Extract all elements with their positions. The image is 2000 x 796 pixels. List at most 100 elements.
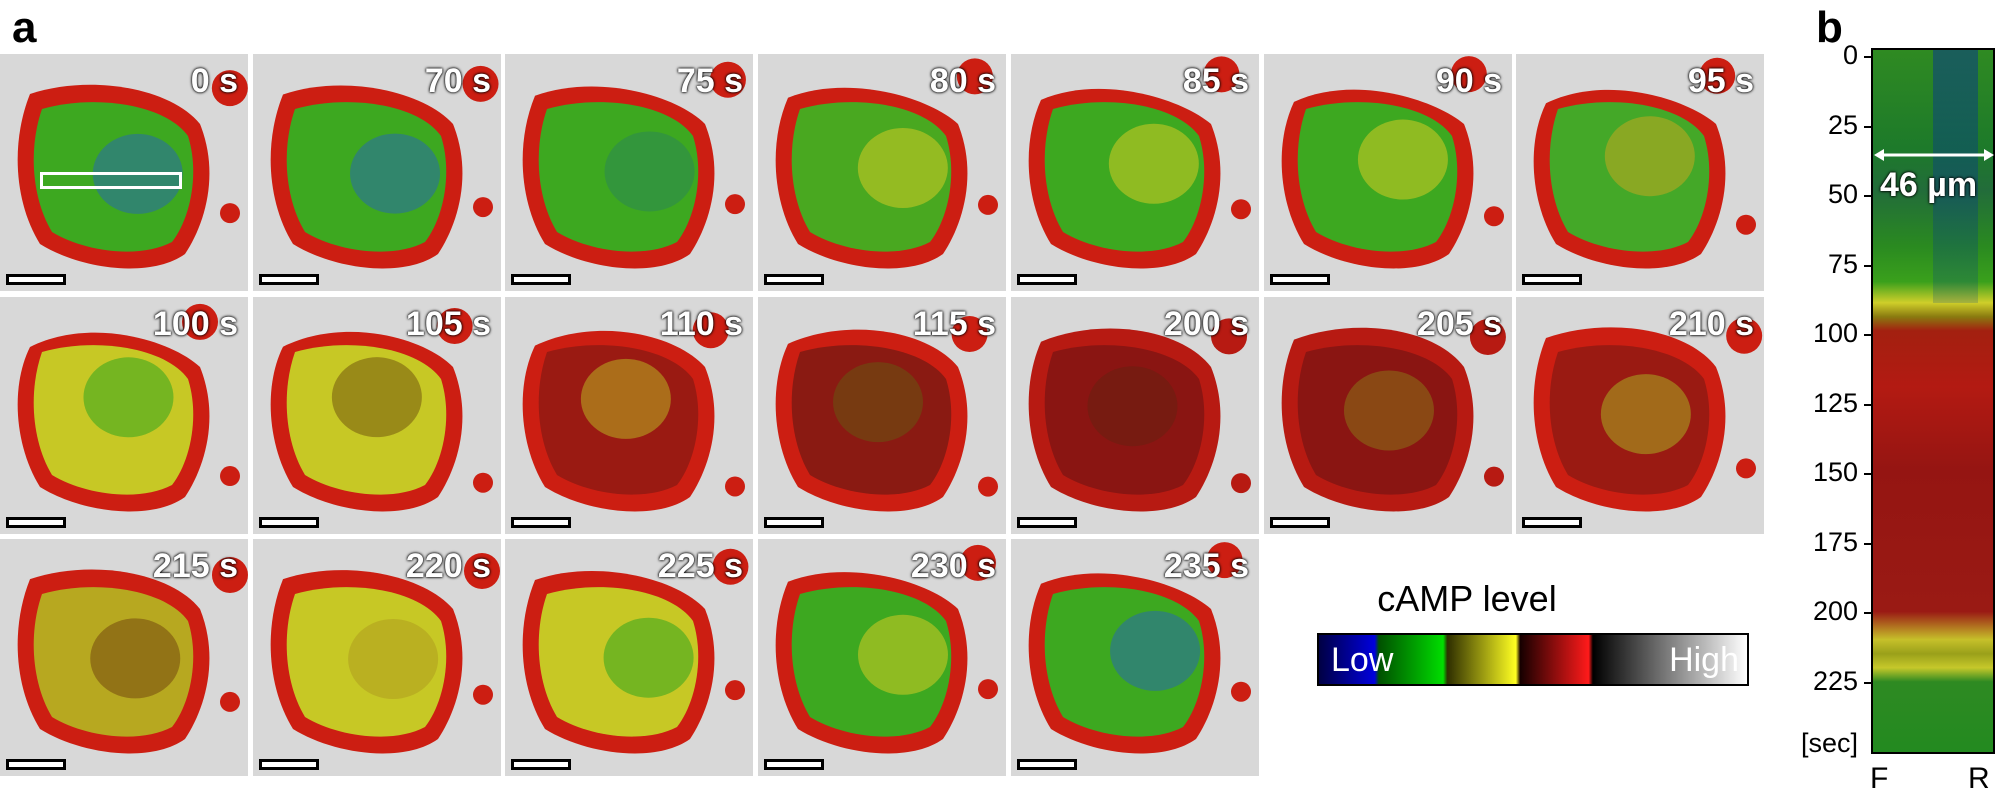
kymograph-roi-box bbox=[40, 172, 182, 189]
cell-image bbox=[0, 539, 248, 776]
scale-bar bbox=[1522, 274, 1582, 285]
camp-colorbar: Low High bbox=[1317, 633, 1749, 686]
time-frame: 95 s bbox=[1516, 54, 1764, 291]
kymograph-y-tick-label: 200 bbox=[1812, 596, 1858, 626]
cell-image bbox=[758, 539, 1006, 776]
cell-image bbox=[0, 54, 248, 291]
kymograph-y-tick-mark bbox=[1864, 125, 1872, 128]
frame-timestamp: 200 s bbox=[1163, 305, 1249, 343]
kymograph-y-tick-label: 225 bbox=[1812, 665, 1858, 696]
time-frame: 80 s bbox=[758, 54, 1006, 291]
time-frame: 210 s bbox=[1516, 297, 1764, 534]
kymograph-y-tick-mark bbox=[1864, 195, 1872, 197]
kymograph-y-tick-mark bbox=[1864, 681, 1872, 684]
frame-timestamp: 115 s bbox=[912, 305, 996, 343]
time-frame: 215 s bbox=[0, 539, 248, 776]
kymograph-y-tick-mark bbox=[1864, 542, 1872, 545]
kymograph-y-tick-label: 125 bbox=[1812, 387, 1858, 418]
scale-bar bbox=[6, 759, 66, 770]
time-frame: 220 s bbox=[253, 539, 501, 776]
frame-timestamp: 0 s bbox=[190, 62, 238, 100]
scale-bar bbox=[511, 517, 571, 528]
kymograph-y-unit: [sec] bbox=[1800, 728, 1858, 758]
width-arrow bbox=[1874, 149, 1994, 161]
kymograph-y-tick-label: 100 bbox=[1812, 318, 1858, 348]
colorbar-low-label: Low bbox=[1331, 641, 1394, 679]
scale-bar bbox=[1017, 759, 1077, 770]
kymograph-y-tick-mark bbox=[1864, 56, 1872, 58]
time-frame: 110 s bbox=[505, 297, 753, 534]
time-frame: 205 s bbox=[1264, 297, 1512, 534]
kymograph-y-tick-label: 0 bbox=[1842, 40, 1858, 70]
cell-image bbox=[253, 297, 501, 534]
frame-timestamp: 110 s bbox=[659, 305, 743, 343]
cell-image bbox=[0, 297, 248, 534]
time-frame: 105 s bbox=[253, 297, 501, 534]
kymograph-y-tick-label: 75 bbox=[1827, 248, 1858, 279]
time-frame: 115 s bbox=[758, 297, 1006, 534]
frame-timestamp: 230 s bbox=[910, 547, 996, 585]
scale-bar bbox=[1270, 517, 1330, 528]
colorbar-title: cAMP level bbox=[1377, 578, 1557, 619]
kymograph-width-label: 46 µm bbox=[1880, 166, 1978, 204]
cell-image bbox=[253, 539, 501, 776]
kymograph-y-tick-mark bbox=[1864, 473, 1872, 475]
cell-image bbox=[758, 54, 1006, 291]
time-frame: 0 s bbox=[0, 54, 248, 291]
frame-timestamp: 220 s bbox=[405, 547, 491, 585]
kymograph-y-tick-mark bbox=[1864, 334, 1872, 336]
frame-timestamp: 235 s bbox=[1163, 547, 1249, 585]
frame-timestamp: 205 s bbox=[1416, 305, 1502, 343]
kymograph bbox=[1871, 48, 1995, 754]
time-frame: 70 s bbox=[253, 54, 501, 291]
kymograph-y-tick-mark bbox=[1864, 264, 1872, 267]
frame-timestamp: 90 s bbox=[1435, 62, 1502, 100]
time-frame: 235 s bbox=[1011, 539, 1259, 776]
panel-b-label: b bbox=[1816, 3, 1843, 52]
scale-bar bbox=[1017, 274, 1077, 285]
time-frame: 200 s bbox=[1011, 297, 1259, 534]
frame-timestamp: 95 s bbox=[1687, 62, 1754, 100]
cell-image bbox=[505, 539, 753, 776]
cell-image bbox=[1011, 539, 1259, 776]
time-frame: 75 s bbox=[505, 54, 753, 291]
frame-timestamp: 70 s bbox=[424, 62, 491, 100]
frame-timestamp: 210 s bbox=[1668, 305, 1754, 343]
kymograph-y-tick-mark bbox=[1864, 403, 1872, 406]
frame-timestamp: 105 s bbox=[405, 305, 491, 343]
scale-bar bbox=[1522, 517, 1582, 528]
scale-bar bbox=[764, 274, 824, 285]
scale-bar bbox=[259, 274, 319, 285]
kymograph-y-tick-label: 25 bbox=[1827, 109, 1858, 140]
time-frame: 85 s bbox=[1011, 54, 1259, 291]
time-frame: 225 s bbox=[505, 539, 753, 776]
time-frame: 100 s bbox=[0, 297, 248, 534]
cell-image bbox=[758, 297, 1006, 534]
cell-image bbox=[505, 297, 753, 534]
frame-timestamp: 75 s bbox=[676, 62, 743, 100]
kymograph-y-tick-label: 175 bbox=[1812, 526, 1858, 557]
scale-bar bbox=[1270, 274, 1330, 285]
cell-image bbox=[1516, 54, 1764, 291]
kymograph-y-tick-label: 50 bbox=[1827, 179, 1858, 209]
frame-timestamp: 85 s bbox=[1182, 62, 1249, 100]
time-frame: 230 s bbox=[758, 539, 1006, 776]
scale-bar bbox=[764, 759, 824, 770]
kymograph-x-right-label: R bbox=[1968, 762, 1990, 795]
cell-image bbox=[1264, 297, 1512, 534]
kymograph-y-tick-mark bbox=[1864, 612, 1872, 614]
scale-bar bbox=[511, 759, 571, 770]
frame-timestamp: 100 s bbox=[152, 305, 238, 343]
time-frame: 90 s bbox=[1264, 54, 1512, 291]
scale-bar bbox=[6, 274, 66, 285]
scale-bar bbox=[511, 274, 571, 285]
scale-bar bbox=[259, 517, 319, 528]
kymograph-y-tick-label: 150 bbox=[1812, 457, 1858, 487]
cell-image bbox=[253, 54, 501, 291]
cell-image bbox=[1516, 297, 1764, 534]
scale-bar bbox=[764, 517, 824, 528]
scale-bar bbox=[6, 517, 66, 528]
cell-image bbox=[1264, 54, 1512, 291]
frame-timestamp: 225 s bbox=[657, 547, 743, 585]
cell-image bbox=[1011, 297, 1259, 534]
